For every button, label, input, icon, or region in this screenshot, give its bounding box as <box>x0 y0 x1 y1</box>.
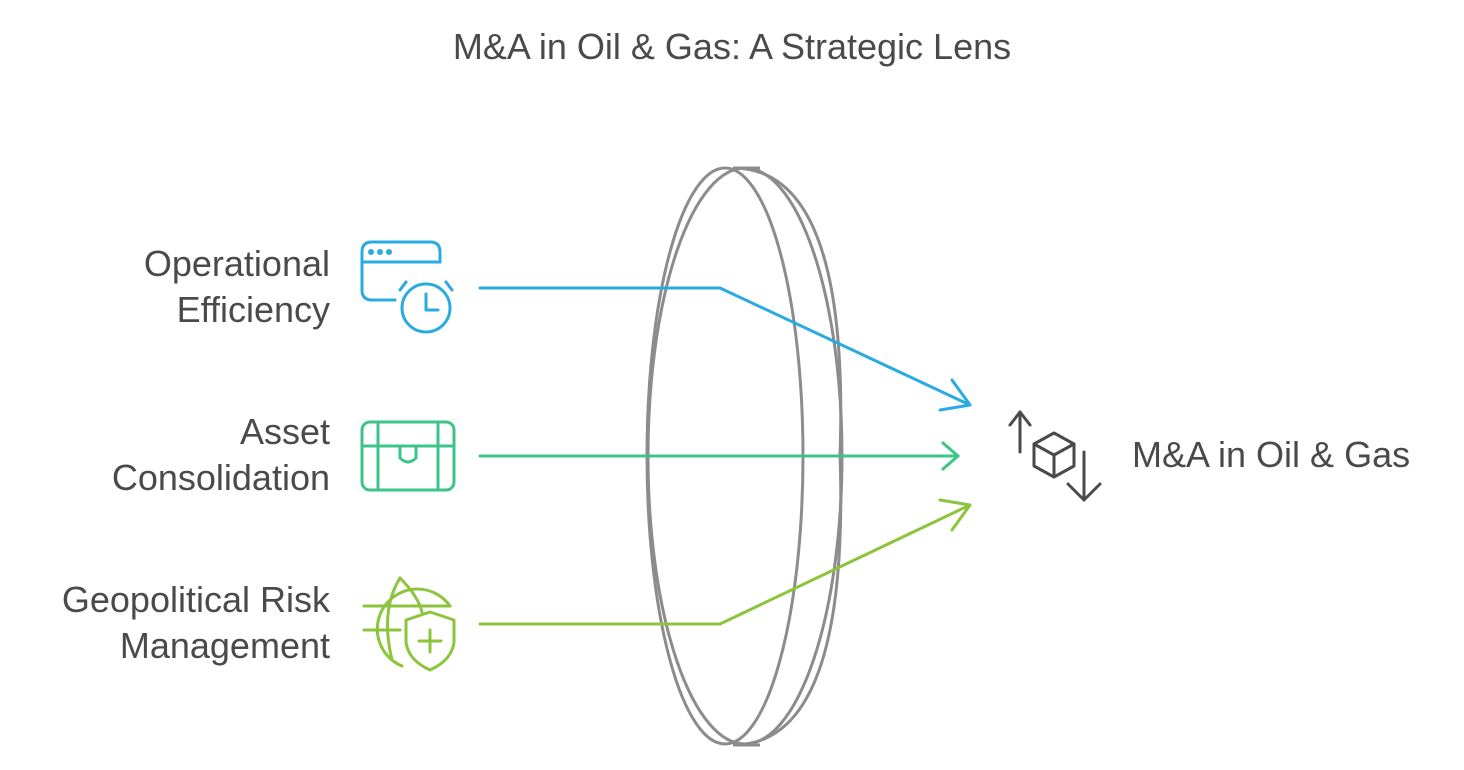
browser-clock-icon <box>360 240 454 334</box>
globe-shield-icon <box>362 576 456 672</box>
treasure-chest-icon <box>360 420 456 492</box>
input-label-line2: Efficiency <box>176 289 330 330</box>
arrow-asset-consolidation <box>478 441 960 471</box>
input-label-line1: Asset <box>239 411 330 452</box>
arrow-geopolitical-risk <box>478 498 972 626</box>
page-title: M&A in Oil & Gas: A Strategic Lens <box>452 26 1012 67</box>
input-label-asset-consolidation: Asset Consolidation <box>0 409 330 501</box>
input-label-line2: Consolidation <box>111 457 330 498</box>
output-label: M&A in Oil & Gas <box>1132 434 1411 475</box>
input-label-line2: Management <box>119 625 330 666</box>
input-label-operational-efficiency: Operational Efficiency <box>0 241 330 333</box>
arrow-operational-efficiency <box>478 286 972 412</box>
input-label-line1: Geopolitical Risk <box>61 579 330 620</box>
input-label-geopolitical-risk: Geopolitical Risk Management <box>0 577 330 669</box>
input-label-line1: Operational <box>143 243 330 284</box>
exchange-box-icon <box>1008 410 1102 502</box>
